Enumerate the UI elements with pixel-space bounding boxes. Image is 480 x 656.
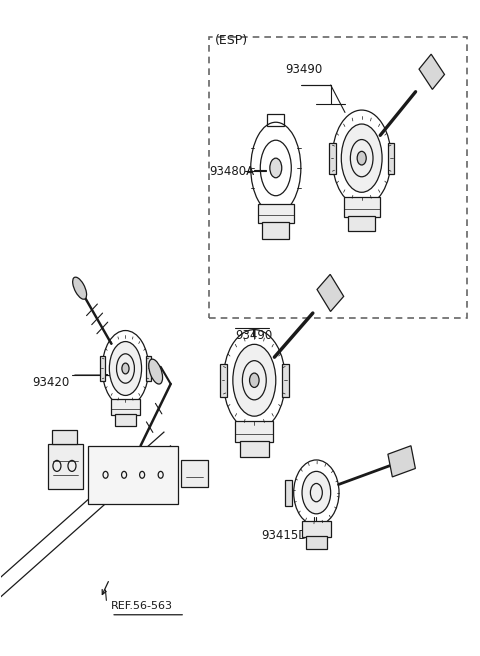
Bar — [115, 414, 136, 426]
Bar — [111, 400, 140, 415]
Text: 93490: 93490 — [285, 64, 323, 77]
Bar — [285, 480, 292, 506]
Text: 93415D: 93415D — [262, 529, 308, 542]
Bar — [281, 364, 288, 397]
Ellipse shape — [122, 363, 129, 374]
Ellipse shape — [149, 359, 163, 384]
Polygon shape — [0, 432, 170, 597]
Bar — [235, 421, 274, 442]
Polygon shape — [388, 445, 415, 477]
Bar — [258, 204, 294, 224]
Bar — [209, 37, 467, 318]
Bar — [306, 536, 327, 549]
Ellipse shape — [270, 158, 282, 178]
Text: REF.56-563: REF.56-563 — [111, 601, 173, 611]
Polygon shape — [317, 274, 344, 312]
Text: 93480A: 93480A — [209, 165, 254, 178]
Ellipse shape — [302, 472, 331, 514]
Text: 93490: 93490 — [235, 329, 273, 342]
Bar — [267, 113, 284, 125]
Bar — [100, 356, 105, 380]
Bar — [344, 197, 380, 217]
Ellipse shape — [250, 373, 259, 388]
Bar — [387, 142, 395, 174]
Ellipse shape — [109, 342, 142, 396]
Bar — [180, 460, 208, 487]
Ellipse shape — [357, 152, 366, 165]
Ellipse shape — [233, 344, 276, 416]
Bar — [52, 430, 77, 444]
Bar — [48, 444, 83, 489]
Bar — [146, 356, 151, 380]
Bar — [88, 445, 178, 504]
Ellipse shape — [341, 124, 382, 192]
Bar — [220, 364, 227, 397]
Ellipse shape — [72, 277, 86, 299]
Bar — [302, 521, 331, 537]
Bar — [263, 222, 289, 239]
Bar — [329, 142, 336, 174]
Polygon shape — [419, 54, 444, 89]
Text: 93420: 93420 — [33, 376, 70, 389]
Text: (ESP): (ESP) — [215, 34, 248, 47]
Bar — [348, 216, 375, 232]
Bar — [240, 441, 269, 457]
